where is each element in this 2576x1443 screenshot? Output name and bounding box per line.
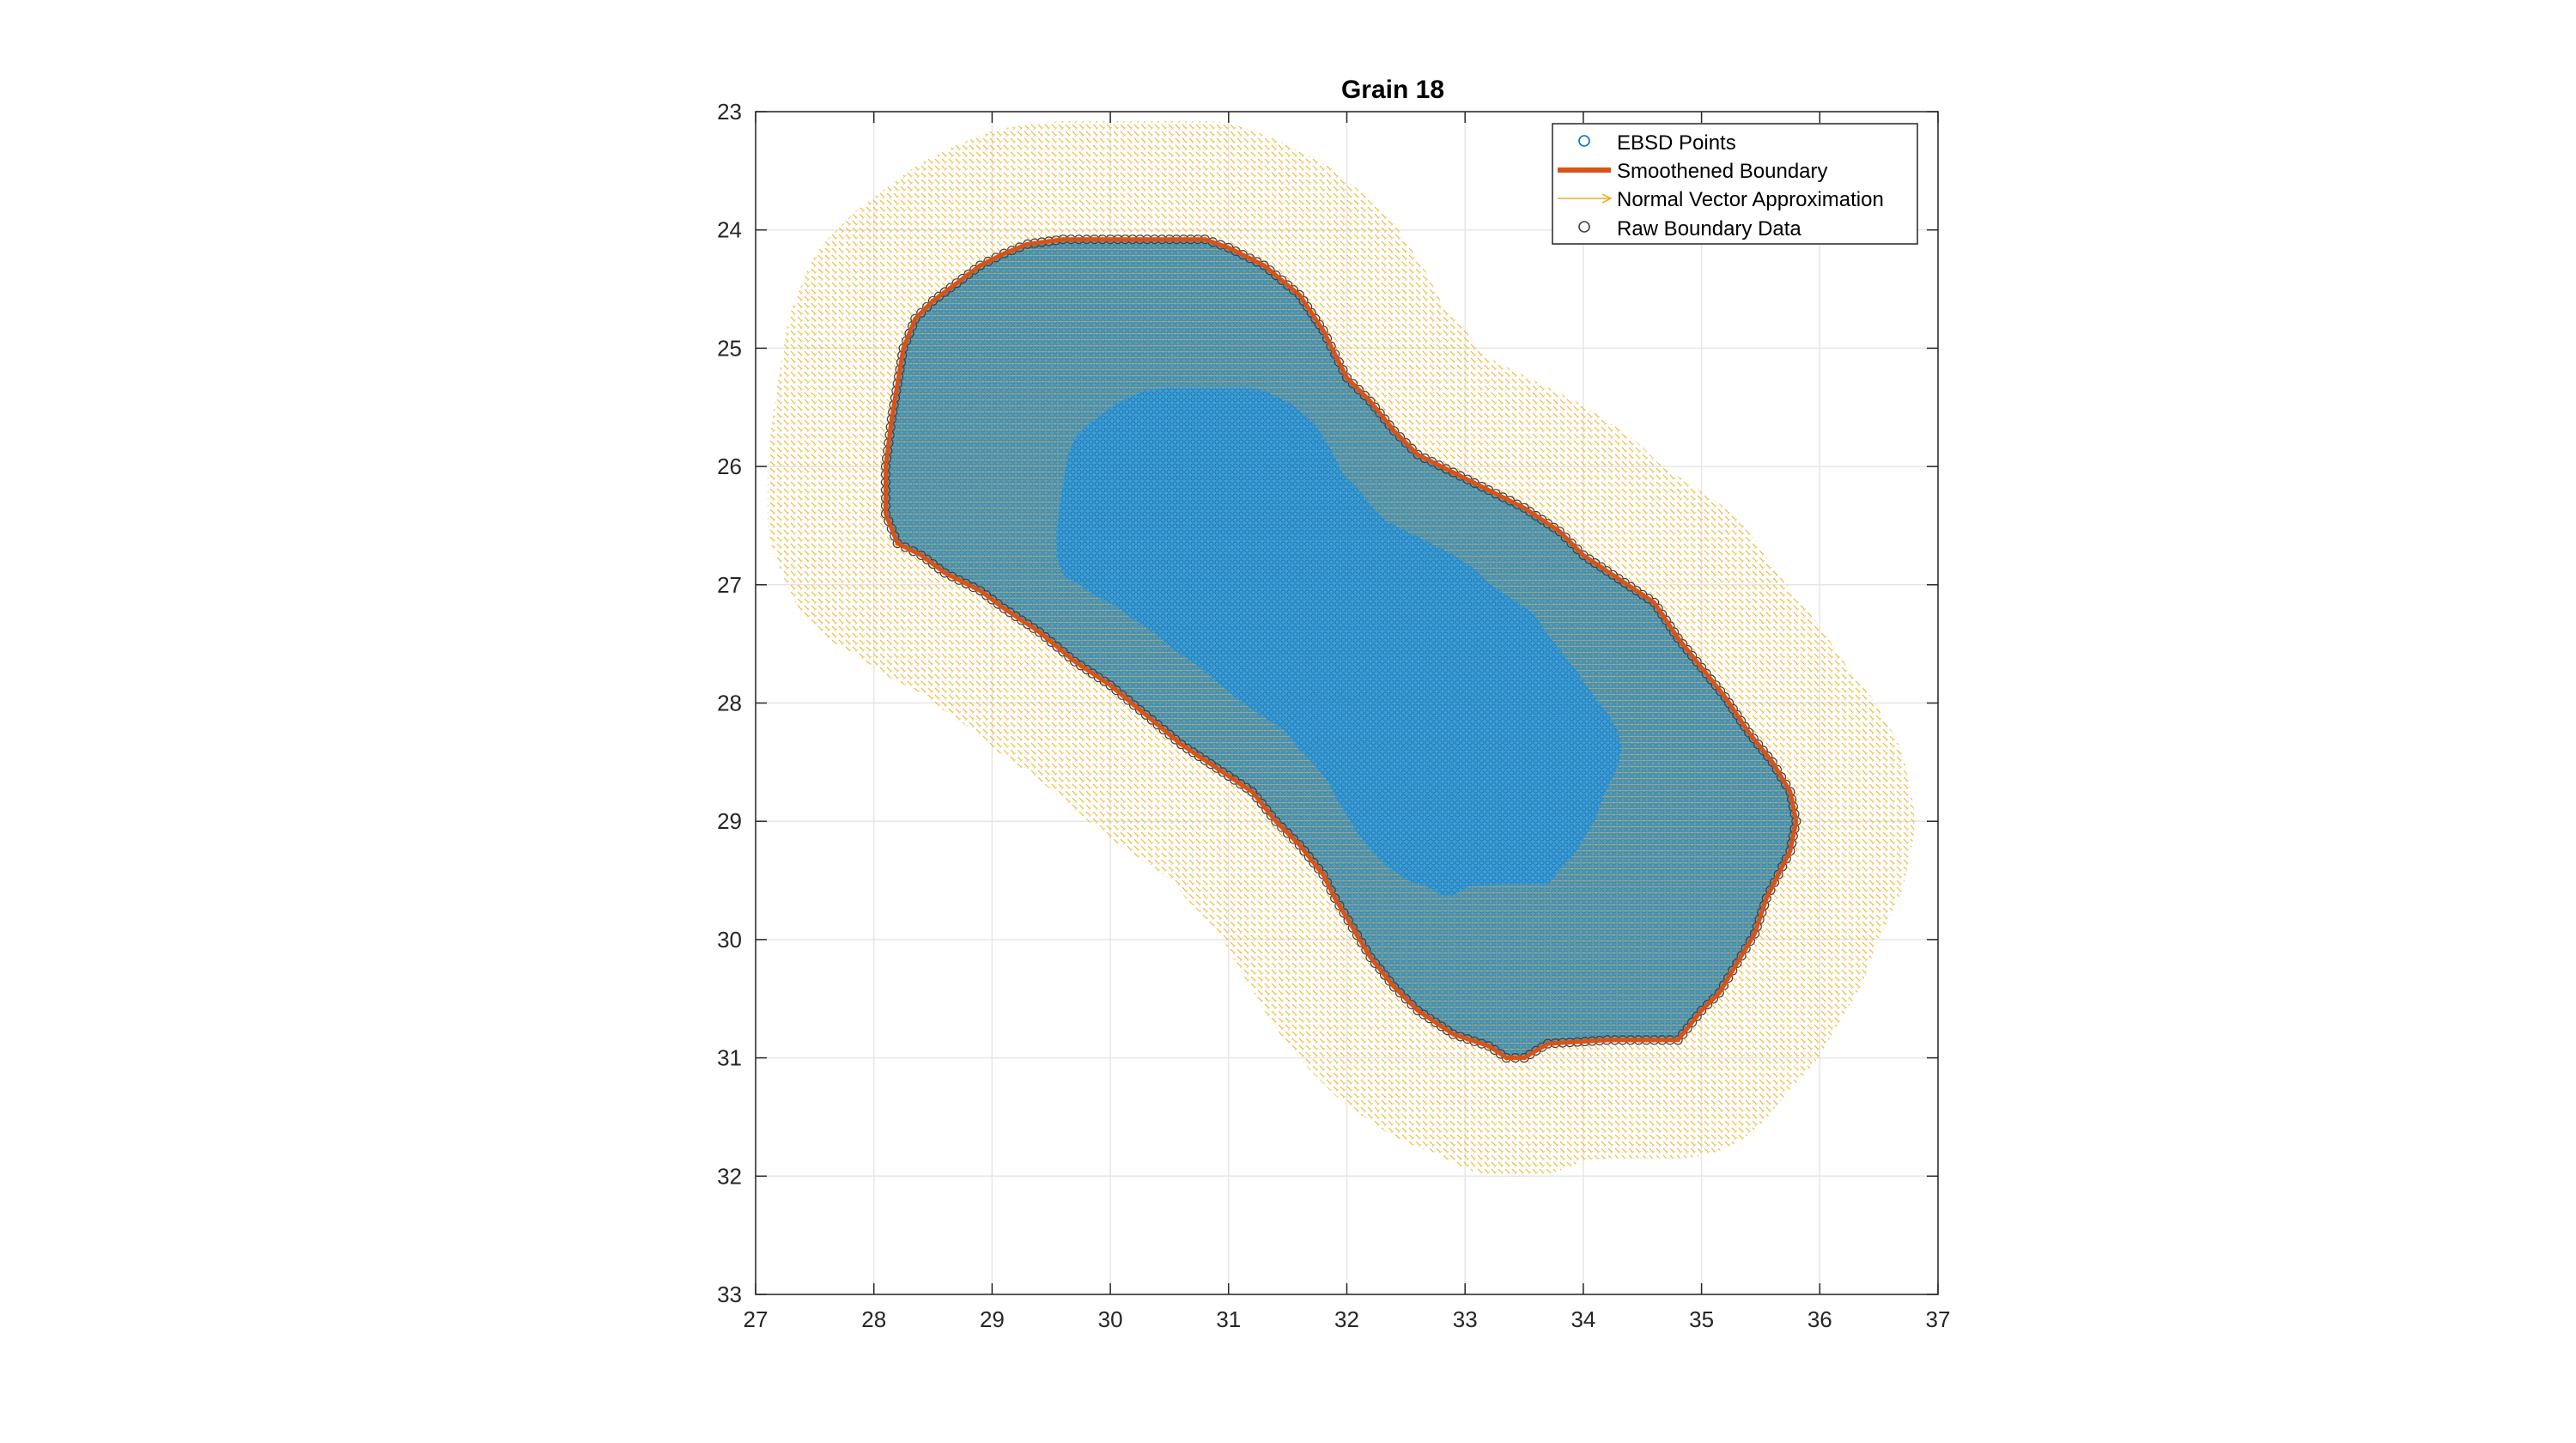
x-tick-label: 37 [1926,1306,1951,1332]
y-tick-label: 27 [717,572,742,598]
chart-title: Grain 18 [1341,76,1444,104]
x-tick-label: 30 [1098,1306,1123,1332]
y-tick-label: 33 [717,1282,742,1307]
y-tick-label: 31 [717,1045,742,1071]
x-tick-label: 36 [1807,1306,1832,1332]
x-tick-label: 31 [1216,1306,1241,1332]
x-tick-label: 29 [980,1306,1005,1332]
x-tick-label: 35 [1689,1306,1714,1332]
y-tick-label: 32 [717,1163,742,1189]
y-tick-label: 28 [717,691,742,716]
x-tick-label: 33 [1453,1306,1478,1332]
y-tick-label: 30 [717,927,742,953]
y-tick-label: 25 [717,335,742,361]
x-tick-label: 27 [744,1306,769,1332]
legend-label-ebsd: EBSD Points [1617,131,1736,155]
x-tick-label: 32 [1334,1306,1359,1332]
y-tick-label: 24 [717,217,742,243]
legend-label-raw: Raw Boundary Data [1617,217,1801,240]
x-tick-label: 34 [1571,1306,1595,1332]
legend: EBSD Points Smoothened Boundary Normal V… [1552,124,1917,244]
y-tick-label: 26 [717,454,742,479]
legend-label-normal: Normal Vector Approximation [1617,188,1884,211]
y-tick-label: 29 [717,808,742,834]
legend-label-smoothened: Smoothened Boundary [1617,160,1828,183]
y-tick-label: 23 [717,99,742,125]
x-tick-label: 28 [861,1306,886,1332]
